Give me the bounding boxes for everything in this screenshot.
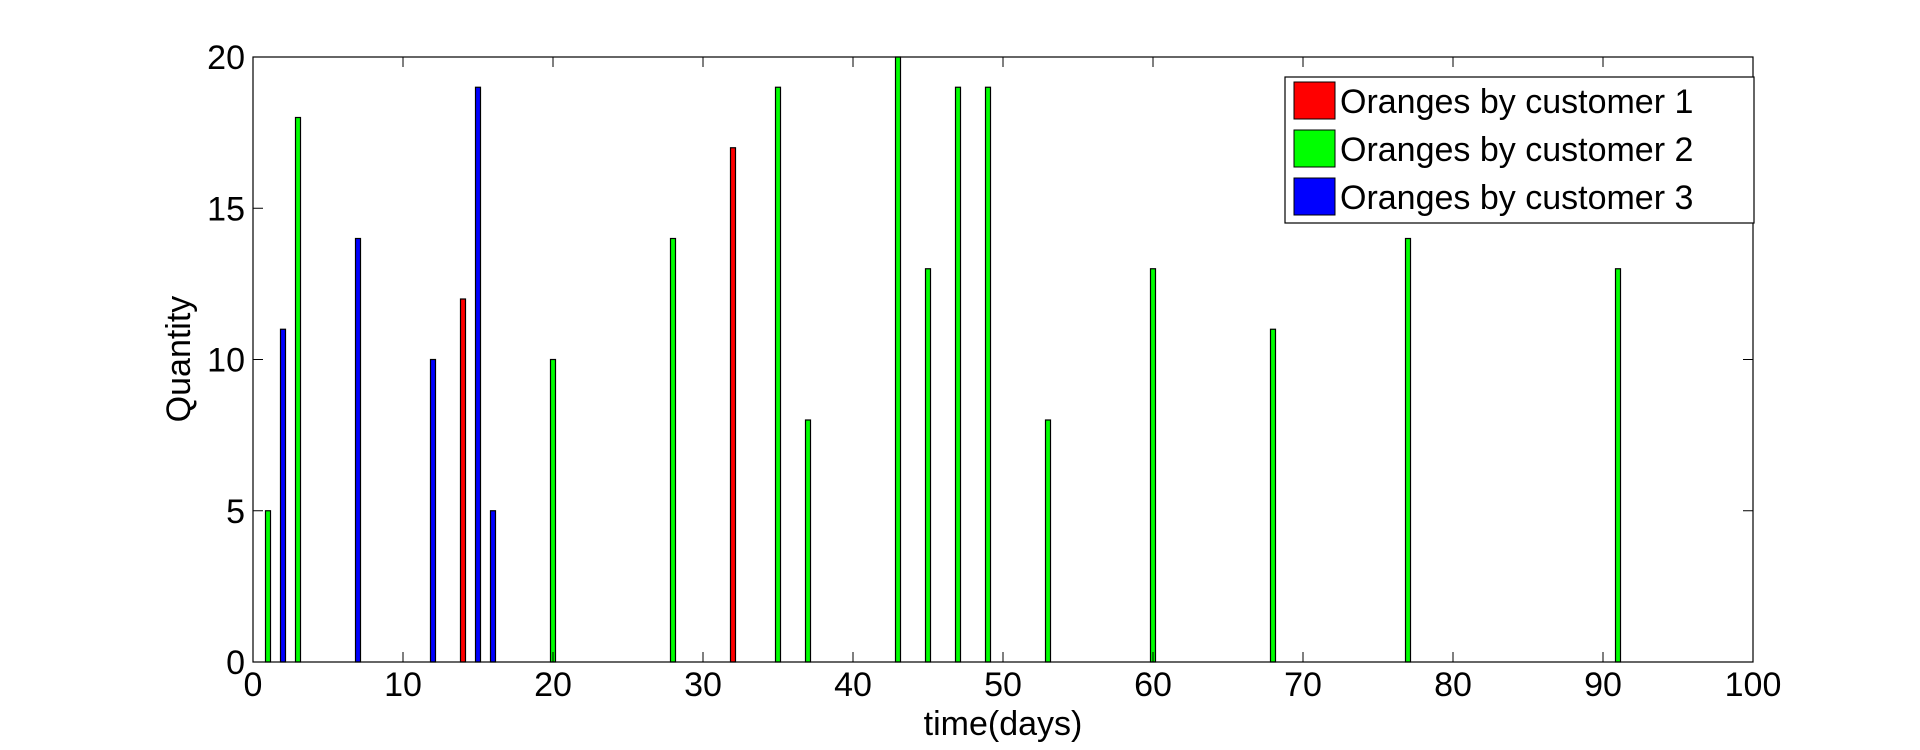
bar-series-2-point-5 bbox=[774, 86, 782, 663]
legend-swatch bbox=[1293, 177, 1336, 216]
x-axis-label: time(days) bbox=[924, 705, 1083, 743]
bar-series-3-point-1 bbox=[279, 328, 287, 663]
bar-series-3-point-2 bbox=[354, 237, 362, 663]
bar-series-3-point-4 bbox=[474, 86, 482, 663]
bar-series-3-point-3 bbox=[429, 358, 437, 663]
bar-series-2-point-3 bbox=[549, 358, 557, 663]
x-tick-label: 100 bbox=[1725, 666, 1782, 704]
bar-series-2-point-12 bbox=[1149, 268, 1157, 663]
y-tick-label: 15 bbox=[207, 190, 245, 228]
x-tick-label: 90 bbox=[1584, 666, 1622, 704]
legend-box bbox=[1284, 76, 1755, 224]
bar-series-1-point-2 bbox=[729, 147, 737, 663]
bar-series-2-point-6 bbox=[804, 419, 812, 663]
bar-series-2-point-8 bbox=[924, 268, 932, 663]
legend: Oranges by customer 1 Oranges by customer… bbox=[1284, 76, 1755, 224]
y-axis-label: Quantity bbox=[160, 296, 198, 423]
legend-swatch bbox=[1293, 129, 1336, 168]
x-tick-label: 40 bbox=[834, 666, 872, 704]
bar-series-2-point-10 bbox=[984, 86, 992, 663]
bar-series-1-point-1 bbox=[459, 298, 467, 663]
y-tick-label: 10 bbox=[207, 342, 245, 380]
y-tick-label: 20 bbox=[207, 39, 245, 77]
legend-swatch bbox=[1293, 81, 1336, 120]
x-tick-label: 60 bbox=[1134, 666, 1172, 704]
bar-series-2-point-2 bbox=[294, 116, 302, 663]
legend-label: Oranges by customer 3 bbox=[1340, 179, 1693, 217]
x-tick-label: 30 bbox=[684, 666, 722, 704]
ticks-layer: 0 10 20 30 40 50 60 70 80 90 100 0 5 10 15 20 bbox=[207, 39, 1781, 704]
bar-series-2-point-14 bbox=[1404, 237, 1412, 663]
bar-series-2-point-4 bbox=[669, 237, 677, 663]
bar-series-2-point-7 bbox=[894, 56, 902, 663]
x-tick-label: 80 bbox=[1434, 666, 1472, 704]
x-tick-label: 70 bbox=[1284, 666, 1322, 704]
bar-series-2-point-11 bbox=[1044, 419, 1052, 663]
x-tick-label: 0 bbox=[244, 666, 263, 704]
bar-series-2-point-1 bbox=[264, 510, 272, 663]
bar-series-3-point-5 bbox=[489, 510, 497, 663]
plot-frame bbox=[252, 56, 1754, 663]
y-tick-label: 5 bbox=[226, 493, 245, 531]
legend-label: Oranges by customer 1 bbox=[1340, 83, 1693, 121]
x-tick-label: 20 bbox=[534, 666, 572, 704]
x-tick-label: 10 bbox=[384, 666, 422, 704]
bar-series-2-point-15 bbox=[1614, 268, 1622, 663]
legend-label: Oranges by customer 2 bbox=[1340, 131, 1693, 169]
x-tick-label: 50 bbox=[984, 666, 1022, 704]
y-tick-label: 0 bbox=[226, 644, 245, 682]
bar-series-2-point-13 bbox=[1269, 328, 1277, 663]
bar-series-2-point-9 bbox=[954, 86, 962, 663]
